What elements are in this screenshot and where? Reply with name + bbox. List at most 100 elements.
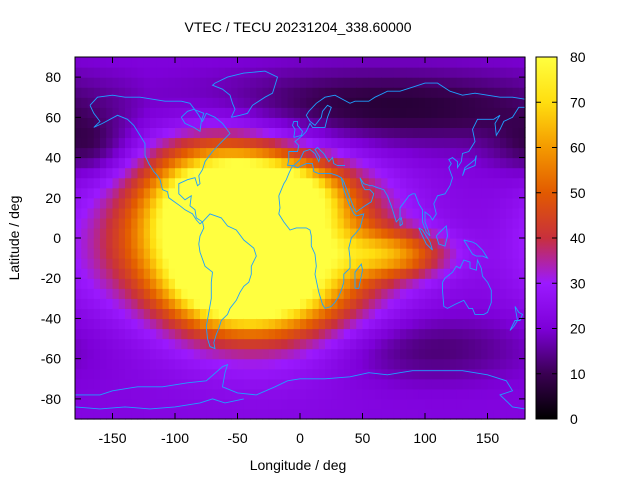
heatmap-cell <box>387 227 395 239</box>
heatmap-cell <box>162 258 170 269</box>
heatmap-cell <box>131 288 139 299</box>
heatmap-cell <box>106 308 114 320</box>
heatmap-cell <box>381 288 389 299</box>
heatmap-cell <box>387 217 395 229</box>
colorbar-tick-label: 0 <box>570 411 578 427</box>
heatmap-cell <box>293 288 301 299</box>
heatmap-cell <box>168 328 176 340</box>
heatmap-cell <box>206 167 214 179</box>
heatmap-cell <box>81 318 89 330</box>
heatmap-cell <box>350 117 357 128</box>
heatmap-cell <box>293 408 301 420</box>
heatmap-cell <box>500 378 507 390</box>
heatmap-cell <box>393 368 401 380</box>
heatmap-cell <box>75 207 82 219</box>
heatmap-cell <box>387 97 395 108</box>
heatmap-cell <box>81 338 89 350</box>
heatmap-cell <box>431 87 439 98</box>
heatmap-cell <box>75 227 82 239</box>
heatmap-cell <box>137 217 145 229</box>
heatmap-cell <box>418 268 426 279</box>
heatmap-cell <box>300 378 307 390</box>
x-tick-label: 100 <box>413 430 437 446</box>
heatmap-cell <box>287 278 295 289</box>
heatmap-cell <box>450 308 457 320</box>
heatmap-cell <box>343 298 351 309</box>
heatmap-cell <box>118 388 126 400</box>
heatmap-cell <box>443 308 451 320</box>
heatmap-cell <box>250 378 257 390</box>
heatmap-cell <box>156 87 164 98</box>
heatmap-cell <box>237 358 245 370</box>
heatmap-cell <box>437 238 445 249</box>
heatmap-cell <box>93 117 101 128</box>
heatmap-cell <box>112 388 120 400</box>
heatmap-cell <box>475 227 482 239</box>
heatmap-cell <box>337 238 345 249</box>
heatmap-cell <box>200 338 207 350</box>
heatmap-cell <box>162 67 170 78</box>
heatmap-cell <box>150 77 157 88</box>
heatmap-cell <box>343 97 351 108</box>
heatmap-cell <box>293 217 301 229</box>
heatmap-cell <box>81 378 89 390</box>
heatmap-cell <box>350 388 357 400</box>
heatmap-cell <box>493 288 501 299</box>
heatmap-cell <box>487 278 495 289</box>
heatmap-cell <box>456 57 464 68</box>
heatmap-cell <box>512 137 520 149</box>
heatmap-cell <box>400 238 407 249</box>
heatmap-cell <box>381 67 389 78</box>
heatmap-cell <box>181 348 189 360</box>
heatmap-cell <box>156 328 164 340</box>
heatmap-cell <box>87 268 95 279</box>
heatmap-cell <box>481 288 489 299</box>
heatmap-cell <box>443 117 451 128</box>
heatmap-cell <box>456 348 464 360</box>
heatmap-cell <box>387 328 395 340</box>
heatmap-cell <box>281 278 289 289</box>
heatmap-cell <box>350 328 357 340</box>
heatmap-cell <box>225 117 232 128</box>
heatmap-cell <box>181 268 189 279</box>
heatmap-cell <box>218 388 226 400</box>
heatmap-cell <box>406 127 414 139</box>
heatmap-cell <box>318 358 326 370</box>
heatmap-cell <box>337 268 345 279</box>
heatmap-cell <box>87 368 95 380</box>
heatmap-cell <box>231 408 239 420</box>
heatmap-cell <box>300 167 307 179</box>
heatmap-cell <box>450 298 457 309</box>
heatmap-cell <box>381 177 389 189</box>
heatmap-cell <box>125 77 132 88</box>
heatmap-cell <box>462 398 470 410</box>
heatmap-cell <box>318 177 326 189</box>
heatmap-cell <box>275 177 282 189</box>
heatmap-cell <box>243 408 251 420</box>
heatmap-cell <box>331 278 339 289</box>
heatmap-cell <box>268 318 276 330</box>
heatmap-cell <box>225 278 232 289</box>
heatmap-cell <box>475 67 482 78</box>
heatmap-cell <box>75 328 82 340</box>
heatmap-cell <box>87 308 95 320</box>
heatmap-cell <box>87 57 95 68</box>
heatmap-cell <box>118 308 126 320</box>
heatmap-cell <box>368 177 376 189</box>
heatmap-cell <box>118 358 126 370</box>
heatmap-cell <box>518 87 526 98</box>
heatmap-cell <box>93 298 101 309</box>
heatmap-cell <box>262 77 270 88</box>
heatmap-cell <box>212 167 220 179</box>
heatmap-cell <box>193 408 201 420</box>
heatmap-cell <box>356 57 364 68</box>
heatmap-cell <box>93 167 101 179</box>
heatmap-cell <box>456 107 464 118</box>
heatmap-cell <box>287 227 295 239</box>
heatmap-cell <box>93 157 101 169</box>
heatmap-cell <box>150 97 157 108</box>
heatmap-cell <box>250 408 257 420</box>
heatmap-cell <box>112 187 120 199</box>
heatmap-cell <box>137 358 145 370</box>
heatmap-cell <box>125 398 132 410</box>
